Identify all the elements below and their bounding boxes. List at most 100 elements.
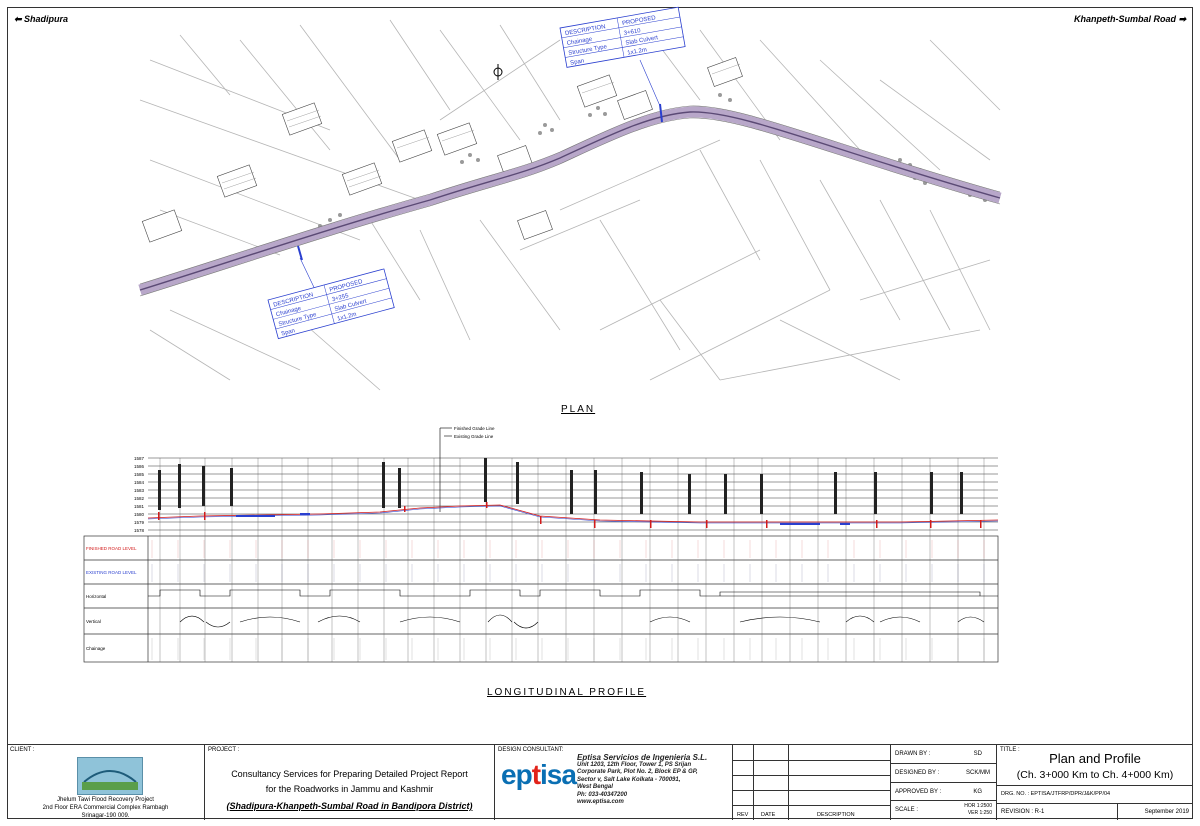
band-label-chainage: Chainage xyxy=(86,646,106,651)
plan-title: PLAN xyxy=(561,404,596,415)
project-line-2: for the Roadworks in Jammu and Kashmir xyxy=(265,784,434,794)
rev-header-rev: REV xyxy=(737,812,749,818)
rev-header-desc: DESCRIPTION xyxy=(817,812,855,818)
callout-bottom-r3v: 1x1.2m xyxy=(337,312,358,323)
project-line-1: Consultancy Services for Preparing Detai… xyxy=(231,769,468,779)
revision-table: REV DATE DESCRIPTION xyxy=(733,745,891,820)
logo-part-a: ep xyxy=(501,759,533,790)
legend-finished: Finished Grade Line xyxy=(454,426,495,431)
callout-top-r1k: Chainage xyxy=(566,37,593,47)
culvert-marker-2 xyxy=(659,103,663,123)
consultant-line: Sector v, Salt Lake Kolkata - 700091, xyxy=(577,776,681,783)
rev-header-date: DATE xyxy=(761,812,776,818)
scale-row: SCALE : HOR 1:2500 VER 1:250 xyxy=(891,801,996,820)
profile-red-ticks xyxy=(158,502,982,528)
revision-row xyxy=(733,775,890,791)
signature-cell: DRAWN BY : SD DESIGNED BY : SCK/MM APPRO… xyxy=(891,745,997,820)
drawn-by-value: SD xyxy=(973,751,982,757)
horizontal-alignment-band xyxy=(148,589,998,597)
callout-top-leader xyxy=(639,59,661,107)
logo-part-b: t xyxy=(531,759,541,790)
band-label-erl: EXISTING ROAD LEVEL xyxy=(86,570,137,575)
band-label-vertical: Vertical xyxy=(86,619,101,624)
callout-bottom-r3k: Span xyxy=(281,328,296,337)
callout-top-r2v: Slab Culvert xyxy=(625,35,659,47)
consultant-label: DESIGN CONSULTANT: xyxy=(498,747,564,753)
consultant-line: West Bengal xyxy=(577,784,613,790)
consultant-line: Unit 1203, 12th Floor, Tower 1, PS Srija… xyxy=(577,761,692,768)
parcel-tables xyxy=(141,57,743,243)
band-label-frl: FINISHED ROAD LEVEL xyxy=(86,546,137,551)
level-label: 1585 xyxy=(134,472,145,477)
callout-bottom-r1v: 3+255 xyxy=(332,293,350,303)
level-label: 1586 xyxy=(134,464,145,469)
consultant-line: Ph: 033-40347200 xyxy=(577,791,628,798)
title-block: CLIENT : Jhelum Tawi Flood Recovery Proj… xyxy=(7,744,1193,820)
title-divider xyxy=(997,785,1193,786)
drawn-by-row: DRAWN BY : SD xyxy=(891,745,996,764)
direction-left-label: ⬅ Shadipura xyxy=(14,14,69,24)
rev-col-divider xyxy=(753,745,754,820)
level-label: 1581 xyxy=(134,504,145,509)
scale-hor: HOR 1:2500 xyxy=(964,803,992,810)
road-edge-top xyxy=(139,105,1001,285)
revision-number: REVISION : R-1 xyxy=(1001,809,1045,815)
frl-values xyxy=(151,540,985,558)
project-road: (Shadipura-Khanpeth-Sumbal Road in Bandi… xyxy=(226,801,473,811)
revision-row xyxy=(733,790,890,806)
level-label: 1578 xyxy=(134,528,145,533)
level-label: 1582 xyxy=(134,496,145,501)
level-label: 1583 xyxy=(134,488,145,493)
drawing-subtitle: (Ch. 3+000 Km to Ch. 4+000 Km) xyxy=(1016,769,1174,781)
plan-drawing: DESCRIPTION PROPOSED Chainage 3+610 Stru… xyxy=(83,6,1002,663)
client-cell: CLIENT : Jhelum Tawi Flood Recovery Proj… xyxy=(7,745,205,820)
parcel-grid xyxy=(139,19,1001,391)
callout-top-r3v: 1x1.2m xyxy=(627,47,647,56)
legend-existing: Existing Grade Line xyxy=(454,434,494,439)
profile-band-grid xyxy=(83,535,999,663)
structure-callout-bottom: DESCRIPTION PROPOSED Chainage 3+255 Stru… xyxy=(267,268,395,340)
client-line-1: Jhelum Tawi Flood Recovery Project xyxy=(57,797,154,803)
structure-callout-top: DESCRIPTION PROPOSED Chainage 3+610 Stru… xyxy=(559,6,686,68)
road-corridor xyxy=(138,106,1002,296)
consultant-line: www.eptisa.com xyxy=(577,799,624,805)
project-label: PROJECT : xyxy=(208,747,240,753)
drawing-title: Plan and Profile xyxy=(1049,751,1141,766)
profile-band-labels: FINISHED ROAD LEVEL EXISTING ROAD LEVEL … xyxy=(86,546,137,651)
profile-level-labels: 1587 1586 1585 1584 1583 1582 1581 1580 … xyxy=(134,456,145,533)
designed-by-label: DESIGNED BY : xyxy=(895,769,940,776)
project-cell: PROJECT : Consultancy Services for Prepa… xyxy=(205,745,495,820)
client-label: CLIENT : xyxy=(10,747,35,753)
level-label: 1580 xyxy=(134,512,145,517)
client-logo xyxy=(77,757,143,795)
north-arrow-icon xyxy=(493,64,503,80)
title-col-divider xyxy=(1117,803,1118,820)
approved-by-value: KG xyxy=(973,788,982,795)
profile-point-markers xyxy=(158,458,963,514)
rev-col-divider xyxy=(788,745,789,820)
level-label: 1584 xyxy=(134,480,145,485)
scale-ver: VER 1:250 xyxy=(967,810,992,817)
structure-marks xyxy=(236,513,850,525)
road-centerline xyxy=(139,111,1001,291)
callout-top-r3k: Span xyxy=(570,58,585,66)
road-edge-bottom xyxy=(139,117,1001,297)
consultant-logo: eptisa xyxy=(501,759,577,791)
level-label: 1579 xyxy=(134,520,145,525)
title-divider xyxy=(997,803,1193,804)
revision-row xyxy=(733,745,890,761)
consultant-details: Eptisa Servicios de Ingenieria S.L. Unit… xyxy=(577,754,707,807)
band-label-horizontal: Horizontal xyxy=(86,594,106,599)
drawing-number: DRG. NO. : EPTISA/JTFRP/DPR/J&K/PP/04 xyxy=(1001,791,1111,797)
parcel-table-lines xyxy=(221,63,741,190)
callout-top-prop: PROPOSED xyxy=(622,15,657,27)
client-line-2: 2nd Floor ERA Commercial Complex Rambagh xyxy=(42,805,169,811)
profile-title: LONGITUDINAL PROFILE xyxy=(487,687,647,698)
direction-right-label: Khanpeth-Sumbal Road ➡ xyxy=(1073,14,1186,24)
title-cell: TITLE : Plan and Profile (Ch. 3+000 Km t… xyxy=(997,745,1193,820)
erl-values xyxy=(151,564,985,582)
consultant-cell: DESIGN CONSULTANT: eptisa Eptisa Servici… xyxy=(495,745,733,820)
designed-by-value: SCK/MM xyxy=(966,769,990,776)
finished-grade-line xyxy=(147,504,999,523)
drawing-date: September 2019 xyxy=(1144,809,1189,815)
